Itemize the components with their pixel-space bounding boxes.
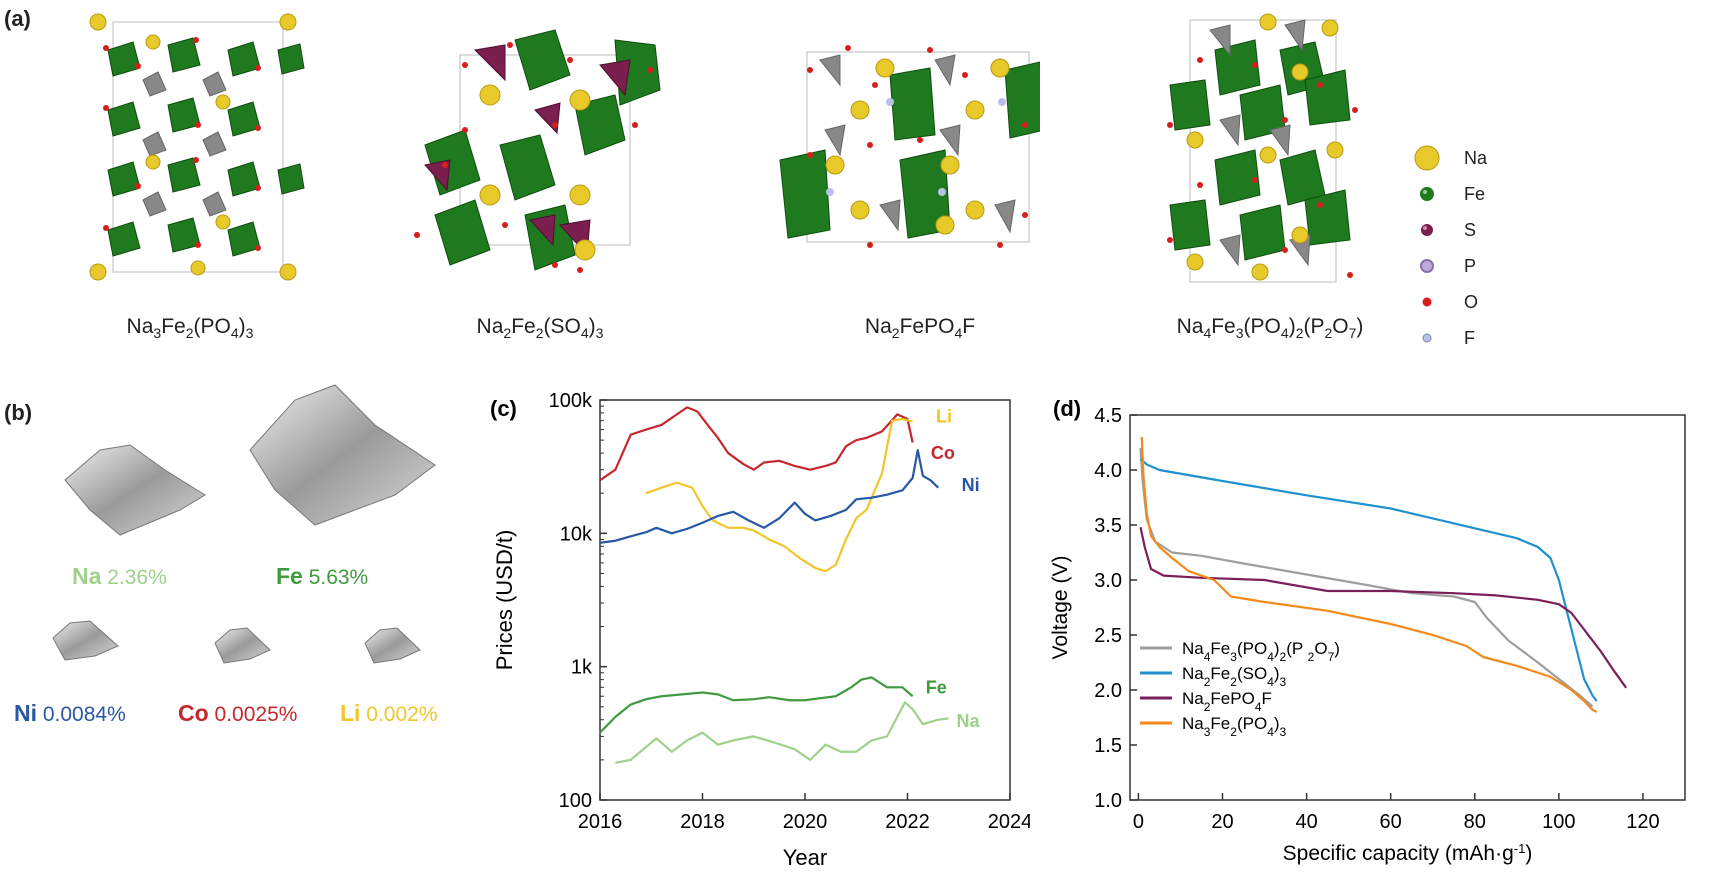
- legend-p: P: [1412, 248, 1487, 284]
- abundance-label-li: Li 0.002%: [340, 700, 438, 726]
- series-line-co: [599, 406, 914, 482]
- structure-caption-1: Na3Fe2(PO4)3: [126, 315, 254, 342]
- series-line-fe: [599, 676, 914, 734]
- series-line-0: [1139, 447, 1594, 708]
- x-tick-label: 2022: [885, 811, 930, 833]
- structure-caption-4: Na4Fe3(PO4)2(P2O7): [1176, 315, 1364, 342]
- atom-legend: Na Fe S P O F: [1412, 140, 1487, 356]
- x-tick-label: 100: [1542, 811, 1575, 833]
- legend-na: Na: [1412, 140, 1487, 176]
- y-tick-label: 3.5: [1094, 515, 1122, 537]
- x-tick-label: 2024: [988, 811, 1030, 833]
- y-tick-label: 2.5: [1094, 625, 1122, 647]
- structure-image-na4fe3po42p2o7: [1167, 13, 1358, 283]
- x-tick-label: 40: [1295, 811, 1317, 833]
- structure-image-na3fe2po43: [89, 13, 305, 281]
- y-tick-label: 4.0: [1094, 460, 1122, 482]
- legend-label-1: Na2Fe2(SO4)3: [1182, 664, 1287, 689]
- structure-image-na2fe2so43: [414, 29, 661, 273]
- x-tick-label: 20: [1211, 811, 1233, 833]
- y-axis-label: Voltage (V): [1049, 556, 1072, 660]
- structure-image-na2fepo4f: [779, 45, 1040, 248]
- structure-caption-2: Na2Fe2(SO4)3: [476, 315, 604, 342]
- x-axis-label: Year: [783, 845, 827, 870]
- voltage-chart: 1.0 1.5 2.0 2.5 3.0 3.5 4.0 4.5 0 20 40 60 80 100 120 S…: [1049, 396, 1686, 866]
- x-tick-label: 2016: [578, 811, 623, 833]
- legend-label-3: Na3Fe2(PO4)3: [1182, 714, 1287, 739]
- series-line-3: [1140, 436, 1598, 713]
- panel-d-letter: (d): [1053, 396, 1081, 421]
- y-tick-label: 10k: [560, 523, 593, 545]
- panel-b-letter: (b): [4, 400, 33, 425]
- series-label-fe: Fe: [926, 677, 947, 697]
- y-tick-label: 3.0: [1094, 570, 1122, 592]
- mineral-image-li: [364, 627, 421, 664]
- x-tick-label: 60: [1380, 811, 1402, 833]
- legend-o: O: [1412, 284, 1487, 320]
- series-label-li: Li: [936, 407, 952, 427]
- series-line-1: [1139, 458, 1598, 702]
- mineral-image-co: [214, 627, 271, 664]
- legend-label-2: Na2FePO4F: [1182, 689, 1272, 714]
- abundance-label-na: Na 2.36%: [72, 563, 167, 589]
- legend-label-0: Na4Fe3(PO4)2(P 2O7): [1182, 639, 1340, 664]
- x-tick-label: 2018: [680, 811, 725, 833]
- legend-fe: Fe: [1412, 176, 1487, 212]
- x-tick-label: 80: [1464, 811, 1486, 833]
- panel-a-letter: (a): [4, 6, 31, 31]
- series-line-ni: [599, 449, 940, 544]
- structure-caption-3: Na2FePO4F: [864, 315, 976, 342]
- abundance-label-co: Co 0.0025%: [178, 700, 298, 726]
- mineral-image-ni: [52, 620, 119, 661]
- x-tick-label: 0: [1133, 811, 1144, 833]
- legend-s: S: [1412, 212, 1487, 248]
- legend-f: F: [1412, 320, 1487, 356]
- mineral-image-fe: [249, 384, 436, 526]
- mineral-image-na: [64, 444, 206, 536]
- x-tick-label: 120: [1626, 811, 1659, 833]
- y-tick-label: 100k: [549, 390, 593, 412]
- y-tick-label: 1.5: [1094, 735, 1122, 757]
- x-axis-label: Specific capacity (mAh·g-1): [1283, 841, 1533, 866]
- y-tick-label: 2.0: [1094, 680, 1122, 702]
- y-tick-label: 1.0: [1094, 790, 1122, 812]
- abundance-label-ni: Ni 0.0084%: [14, 700, 126, 726]
- series-line-li: [645, 417, 913, 573]
- y-tick-label: 100: [559, 790, 592, 812]
- abundance-label-fe: Fe 5.63%: [276, 563, 369, 589]
- series-label-co: Co: [931, 443, 955, 463]
- plot-frame: [1129, 414, 1686, 801]
- y-tick-label: 4.5: [1094, 405, 1122, 427]
- y-tick-label: 1k: [571, 657, 593, 679]
- series-label-ni: Ni: [962, 475, 980, 495]
- price-chart: 100 1k 10k 100k 2016 2018 2020 2022 2024 Year Pric…: [490, 390, 1030, 870]
- series-label-na: Na: [957, 711, 981, 731]
- series-line-na: [615, 701, 949, 764]
- series-line-2: [1139, 526, 1628, 689]
- y-axis-label: Prices (USD/t): [492, 530, 517, 671]
- panel-c-letter: (c): [490, 396, 517, 421]
- x-tick-label: 2020: [783, 811, 828, 833]
